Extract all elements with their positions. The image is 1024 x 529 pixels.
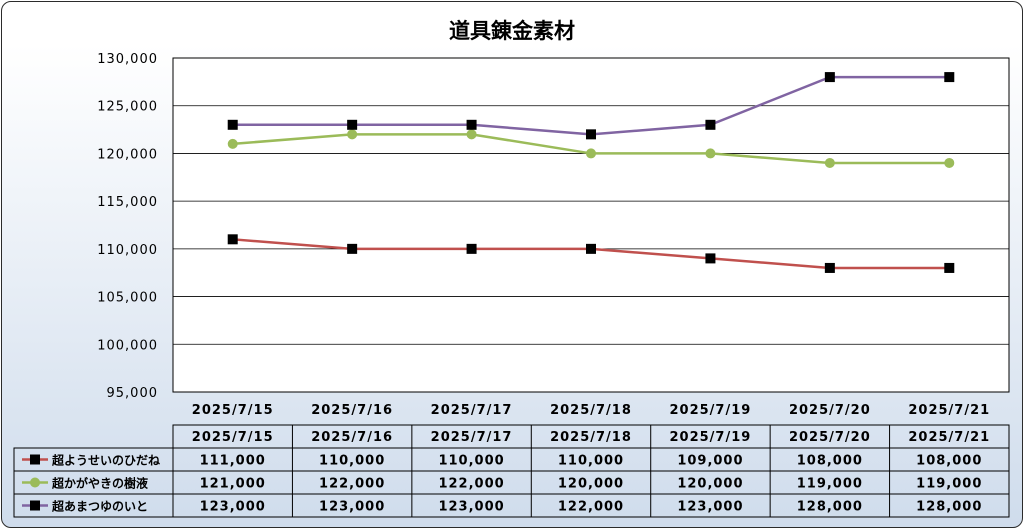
table-cell: 121,000: [200, 477, 266, 492]
legend-marker: [30, 477, 40, 488]
data-point: [466, 129, 477, 140]
legend-marker: [30, 500, 40, 511]
table-cell: 119,000: [916, 477, 982, 492]
legend-label: 超あまつゆのいと: [51, 499, 148, 514]
y-tick-label: 95,000: [107, 386, 159, 401]
x-tick-label: 2025/7/18: [550, 403, 632, 418]
series-2: [227, 129, 955, 168]
plot-area: [172, 57, 1010, 393]
y-tick-label: 105,000: [97, 291, 158, 306]
x-tick-label: 2025/7/15: [192, 403, 274, 418]
data-point: [227, 234, 238, 245]
series-1: [227, 234, 955, 273]
table-cell: 122,000: [319, 477, 385, 492]
data-point: [824, 72, 835, 83]
y-tick-label: 110,000: [97, 243, 158, 258]
table-cell: 123,000: [319, 500, 385, 515]
data-point: [227, 138, 238, 149]
table-header-cell: 2025/7/18: [550, 430, 632, 445]
table-header-cell: 2025/7/15: [192, 430, 274, 445]
data-point: [227, 119, 238, 130]
table-cell: 111,000: [200, 454, 266, 469]
y-tick-label: 100,000: [97, 338, 158, 353]
table-header-cell: 2025/7/17: [431, 430, 513, 445]
table-cell: 110,000: [558, 454, 624, 469]
data-point: [586, 243, 596, 254]
y-tick-label: 125,000: [97, 100, 158, 115]
data-point: [944, 157, 955, 168]
legend-marker: [30, 454, 40, 465]
data-point: [347, 119, 358, 130]
table-cell: 122,000: [438, 477, 504, 492]
table-cell: 128,000: [797, 500, 863, 515]
y-tick-label: 130,000: [97, 52, 158, 67]
x-tick-label: 2025/7/20: [789, 403, 871, 418]
data-point: [347, 129, 358, 140]
series-3: [227, 72, 955, 140]
table-cell: 123,000: [438, 500, 504, 515]
x-tick-label: 2025/7/17: [431, 403, 513, 418]
table-row: [13, 493, 1010, 518]
table-cell: 108,000: [916, 454, 982, 469]
table-cell: 120,000: [677, 477, 743, 492]
data-point: [466, 243, 477, 254]
data-point: [944, 72, 955, 83]
data-point: [466, 119, 477, 130]
data-point: [586, 148, 596, 159]
table-cell: 109,000: [677, 454, 743, 469]
data-point: [944, 262, 955, 273]
data-point: [705, 148, 716, 159]
data-point: [586, 129, 596, 140]
x-tick-label: 2025/7/19: [670, 403, 752, 418]
table-cell: 110,000: [319, 454, 385, 469]
table-header-cell: 2025/7/21: [908, 430, 990, 445]
x-tick-label: 2025/7/21: [908, 403, 990, 418]
table-cell: 119,000: [797, 477, 863, 492]
legend-label: 超かがやきの樹液: [51, 476, 148, 491]
data-point: [705, 253, 716, 264]
data-point: [824, 157, 835, 168]
table-cell: 123,000: [677, 500, 743, 515]
data-point: [824, 262, 835, 273]
table-header-cell: 2025/7/16: [311, 430, 393, 445]
data-point: [705, 119, 716, 130]
chart-title: 道具錬金素材: [449, 19, 575, 43]
x-tick-label: 2025/7/16: [311, 403, 393, 418]
table-header-cell: 2025/7/19: [670, 430, 752, 445]
table-cell: 123,000: [200, 500, 266, 515]
table-cell: 110,000: [438, 454, 504, 469]
table-header-cell: 2025/7/20: [789, 430, 871, 445]
table-cell: 108,000: [797, 454, 863, 469]
data-point: [347, 243, 358, 254]
legend-label: 超ようせいのひだね: [51, 453, 160, 468]
y-tick-label: 120,000: [97, 147, 158, 162]
table-cell: 128,000: [916, 500, 982, 515]
table-cell: 122,000: [558, 500, 624, 515]
table-cell: 120,000: [558, 477, 624, 492]
y-tick-label: 115,000: [97, 195, 158, 210]
